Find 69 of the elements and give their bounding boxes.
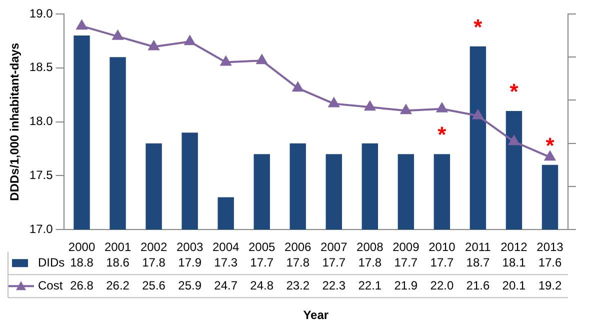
data-label: 17.7: [394, 255, 418, 270]
x-tick-label: 2004: [212, 240, 240, 254]
legend-label: DIDs: [38, 255, 65, 270]
point: [328, 98, 340, 108]
point: [292, 82, 304, 92]
data-label: 26.2: [106, 278, 130, 292]
annotation: *: [546, 132, 555, 158]
x-tick-label: 2006: [284, 240, 312, 254]
data-label: 22.3: [322, 278, 346, 292]
x-tick-label: 2005: [248, 240, 276, 254]
y-tick-label: 18.5: [29, 60, 54, 74]
point: [256, 54, 268, 64]
data-label: 22.0: [430, 278, 454, 292]
x-axis-title: Year: [303, 308, 329, 322]
data-label: 25.6: [142, 278, 166, 292]
y-tick-label: 17.5: [29, 168, 54, 182]
data-label: 17.8: [286, 255, 310, 270]
y-tick-label: 17.0: [29, 222, 54, 236]
legend-label: Cost: [38, 278, 64, 292]
data-label: 18.8: [70, 255, 94, 270]
data-label: 19.2: [538, 278, 562, 292]
point: [184, 36, 196, 46]
data-label: 21.9: [394, 278, 418, 292]
y-tick-label: 18.0: [29, 114, 54, 128]
annotation: *: [438, 122, 447, 148]
x-tick-label: 2002: [140, 240, 168, 254]
point: [400, 104, 412, 114]
data-label: 23.2: [286, 278, 310, 292]
data-label: 17.7: [430, 255, 454, 270]
x-tick-label: 2012: [500, 240, 528, 254]
data-label: 18.6: [106, 255, 130, 270]
data-label: 17.7: [250, 255, 274, 270]
data-label: 21.6: [466, 278, 490, 292]
data-label: 17.7: [322, 255, 346, 270]
data-label: 22.1: [358, 278, 382, 292]
point: [472, 110, 484, 120]
x-tick-label: 2010: [428, 240, 456, 254]
x-tick-label: 2001: [104, 240, 132, 254]
y-axis-title: DDDs/1,000 inhabitant-days: [8, 42, 22, 201]
point: [76, 20, 88, 30]
point: [220, 56, 232, 66]
annotation: *: [474, 14, 483, 40]
annotation: *: [510, 79, 519, 104]
point: [364, 101, 376, 111]
data-label: 26.8: [70, 278, 94, 292]
data-label: 17.3: [214, 255, 238, 270]
point: [436, 102, 448, 112]
y-tick-label: 19.0: [29, 6, 54, 20]
data-label: 17.9: [178, 255, 202, 270]
x-tick-label: 2009: [392, 240, 420, 254]
data-label: 25.9: [178, 278, 202, 292]
data-label: 18.7: [466, 255, 490, 270]
point: [112, 30, 124, 40]
x-tick-label: 2013: [536, 240, 564, 254]
data-label: 17.6: [538, 255, 562, 270]
x-tick-label: 2000: [68, 240, 96, 254]
point: [148, 40, 160, 50]
x-tick-label: 2008: [356, 240, 384, 254]
data-label: 20.1: [502, 278, 526, 292]
data-label: 24.7: [214, 278, 238, 292]
data-label: 18.1: [502, 255, 526, 270]
point: [544, 151, 556, 161]
data-label: 17.8: [358, 255, 382, 270]
point: [508, 136, 520, 146]
x-tick-label: 2011: [465, 240, 492, 254]
data-label: 17.8: [142, 255, 166, 270]
data-label: 24.8: [250, 278, 274, 292]
x-tick-label: 2003: [176, 240, 204, 254]
x-tick-label: 2007: [320, 240, 348, 254]
